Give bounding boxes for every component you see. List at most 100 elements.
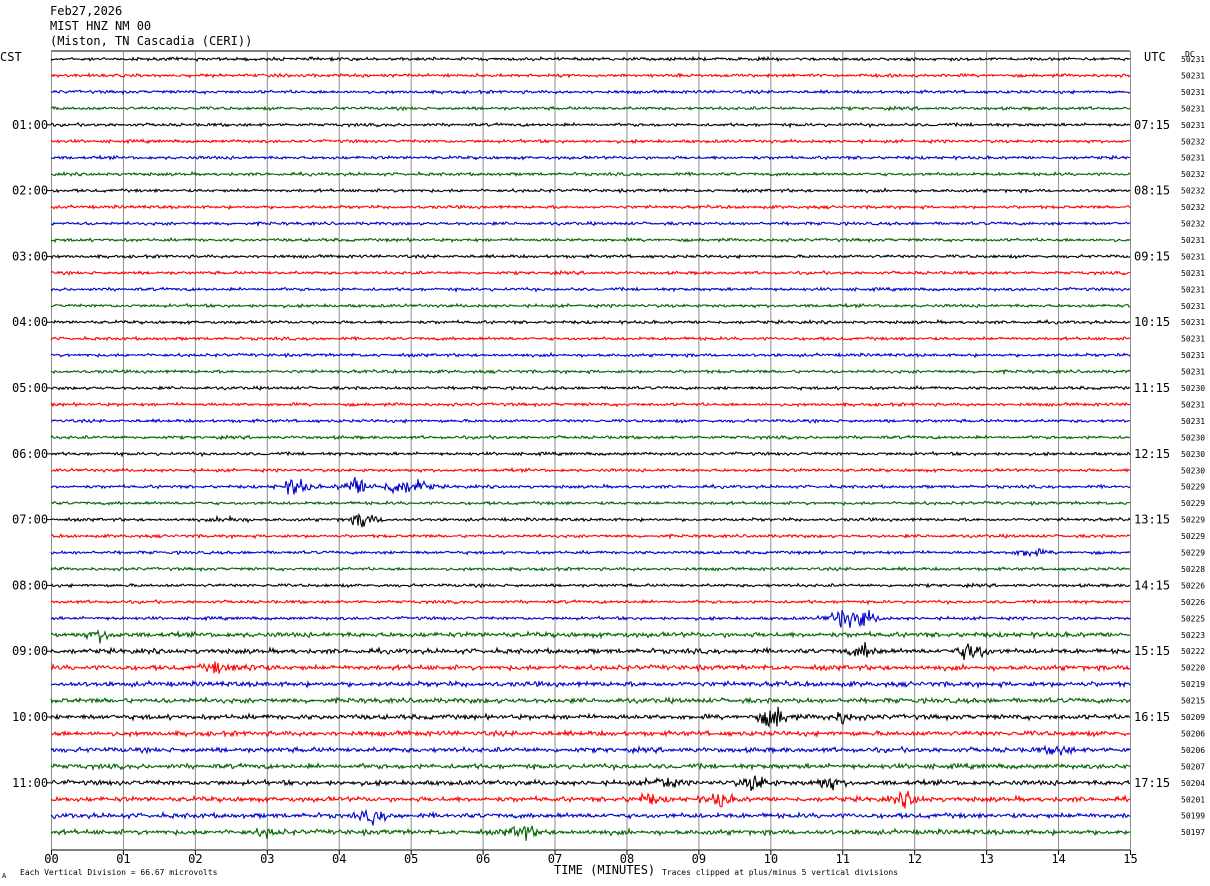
seismic-trace	[50, 775, 1131, 791]
seismic-trace	[50, 728, 1131, 739]
cst-hour-label: 07:00	[12, 513, 48, 527]
utc-hour-label: 11:15	[1134, 381, 1170, 395]
x-tick-label: 11	[836, 852, 850, 866]
seismic-trace	[50, 641, 1131, 660]
seismic-trace	[50, 368, 1131, 376]
header-location: (Miston, TN Cascadia (CERI))	[50, 34, 253, 48]
x-tick-label: 03	[260, 852, 274, 866]
dc-value: 50231	[1181, 417, 1205, 426]
dc-value: 50229	[1181, 516, 1205, 525]
dc-value: 50231	[1181, 55, 1205, 64]
dc-value: 50225	[1181, 614, 1205, 623]
x-tick-label: 02	[188, 852, 202, 866]
dc-value: 50219	[1181, 680, 1205, 689]
utc-hour-label: 08:15	[1134, 184, 1170, 198]
cst-hour-label: 08:00	[12, 578, 48, 592]
x-tick-label: 15	[1123, 852, 1137, 866]
dc-value: 50231	[1181, 400, 1205, 409]
dc-value: 50230	[1181, 466, 1205, 475]
trace-group	[50, 55, 1131, 841]
seismic-trace	[50, 187, 1131, 194]
seismic-trace	[50, 609, 1131, 628]
seismic-trace	[50, 55, 1131, 63]
dc-value: 50231	[1181, 252, 1205, 261]
seismic-trace	[50, 533, 1131, 540]
vertical-division-note: Each Vertical Division = 66.67 microvolt…	[20, 868, 218, 877]
seismic-trace	[50, 761, 1131, 772]
utc-hour-label: 16:15	[1134, 710, 1170, 724]
seismic-trace	[50, 170, 1131, 177]
dc-value: 50229	[1181, 549, 1205, 558]
seismic-trace	[50, 706, 1131, 729]
dc-value: 50207	[1181, 762, 1205, 771]
x-tick-label: 00	[44, 852, 58, 866]
seismic-trace	[50, 72, 1131, 79]
seismic-trace	[50, 450, 1131, 458]
header-station: MIST HNZ NM 00	[50, 19, 152, 33]
dc-value: 50232	[1181, 203, 1205, 212]
dc-value: 50231	[1181, 285, 1205, 294]
cst-hour-label: 01:00	[12, 118, 48, 132]
dc-value: 50204	[1181, 779, 1205, 788]
dc-value: 50231	[1181, 121, 1205, 130]
x-tick-label: 10	[764, 852, 778, 866]
dc-value: 50209	[1181, 713, 1205, 722]
cst-hour-label: 03:00	[12, 249, 48, 263]
seismic-trace	[50, 500, 1131, 507]
seismic-trace	[50, 466, 1131, 474]
clip-note: Traces clipped at plus/minus 5 vertical …	[662, 868, 898, 877]
utc-hour-label: 07:15	[1134, 118, 1170, 132]
utc-hour-label: 15:15	[1134, 644, 1170, 658]
seismic-trace	[50, 696, 1131, 705]
x-tick-label: 05	[404, 852, 418, 866]
dc-value: 50231	[1181, 269, 1205, 278]
seismic-trace	[50, 825, 1131, 841]
dc-value: 50230	[1181, 433, 1205, 442]
seismic-trace	[50, 434, 1131, 441]
dc-value: 50232	[1181, 170, 1205, 179]
seismic-trace	[50, 302, 1131, 309]
dc-value: 50226	[1181, 581, 1205, 590]
dc-value: 50199	[1181, 812, 1205, 821]
x-tick-label: 04	[332, 852, 346, 866]
seismic-trace	[50, 286, 1131, 294]
seismic-trace	[50, 220, 1131, 228]
dc-value: 50206	[1181, 729, 1205, 738]
utc-label: UTC	[1144, 50, 1166, 64]
seismic-trace	[50, 351, 1131, 359]
cst-hour-label: 04:00	[12, 315, 48, 329]
dc-value: 50223	[1181, 631, 1205, 640]
seismic-trace	[50, 154, 1131, 161]
cst-label: CST	[0, 50, 22, 64]
cst-hour-label: 06:00	[12, 447, 48, 461]
dc-value: 50231	[1181, 88, 1205, 97]
dc-value: 50232	[1181, 187, 1205, 196]
dc-value: 50229	[1181, 499, 1205, 508]
utc-hour-label: 14:15	[1134, 578, 1170, 592]
dc-value: 50231	[1181, 104, 1205, 113]
utc-hour-label: 13:15	[1134, 513, 1170, 527]
x-tick-label: 08	[620, 852, 634, 866]
x-tick-label: 14	[1051, 852, 1065, 866]
axis-labels: CST UTC DC TIME (MINUTES) Each Vertical …	[0, 50, 1205, 880]
dc-value: 50229	[1181, 532, 1205, 541]
dc-value: 50231	[1181, 351, 1205, 360]
seismic-trace	[50, 384, 1131, 392]
seismic-trace	[50, 401, 1131, 408]
x-axis-title: TIME (MINUTES)	[554, 863, 655, 877]
seismic-trace	[50, 253, 1131, 260]
dc-value: 50232	[1181, 137, 1205, 146]
seismic-trace	[50, 88, 1131, 96]
dc-value: 50231	[1181, 318, 1205, 327]
seismic-trace	[50, 105, 1131, 112]
x-tick-label: 12	[907, 852, 921, 866]
seismic-trace	[50, 661, 1131, 674]
seismic-trace	[50, 477, 1131, 495]
seismic-trace	[50, 318, 1131, 326]
seismic-trace	[50, 335, 1131, 342]
seismic-trace	[50, 598, 1131, 606]
x-tick-label: 07	[548, 852, 562, 866]
seismic-trace	[50, 566, 1131, 573]
utc-hour-label: 12:15	[1134, 447, 1170, 461]
